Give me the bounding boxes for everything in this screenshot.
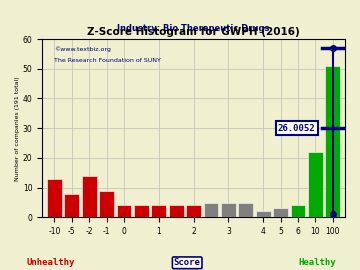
Text: The Research Foundation of SUNY: The Research Foundation of SUNY <box>54 58 161 63</box>
Text: ©www.textbiz.org: ©www.textbiz.org <box>54 46 111 52</box>
Bar <box>64 194 79 217</box>
Bar <box>47 179 62 217</box>
Text: Healthy: Healthy <box>298 258 336 267</box>
Bar <box>238 202 253 217</box>
Bar <box>221 202 236 217</box>
Bar <box>134 205 149 217</box>
Bar <box>204 202 219 217</box>
Text: Unhealthy: Unhealthy <box>26 258 75 267</box>
Bar <box>82 176 96 217</box>
Bar <box>256 211 271 217</box>
Bar <box>99 191 114 217</box>
Y-axis label: Number of companies (191 total): Number of companies (191 total) <box>15 76 20 181</box>
Bar <box>273 208 288 217</box>
Bar <box>117 205 131 217</box>
Bar <box>325 66 340 217</box>
Bar <box>308 152 323 217</box>
Bar <box>152 205 166 217</box>
Text: Industry: Bio Therapeutic Drugs: Industry: Bio Therapeutic Drugs <box>117 24 270 33</box>
Title: Z-Score Histogram for GWPH (2016): Z-Score Histogram for GWPH (2016) <box>87 27 300 37</box>
Text: 26.0052: 26.0052 <box>278 124 315 133</box>
Text: Score: Score <box>174 258 201 267</box>
Bar <box>169 205 184 217</box>
Bar <box>291 205 305 217</box>
Bar <box>186 205 201 217</box>
